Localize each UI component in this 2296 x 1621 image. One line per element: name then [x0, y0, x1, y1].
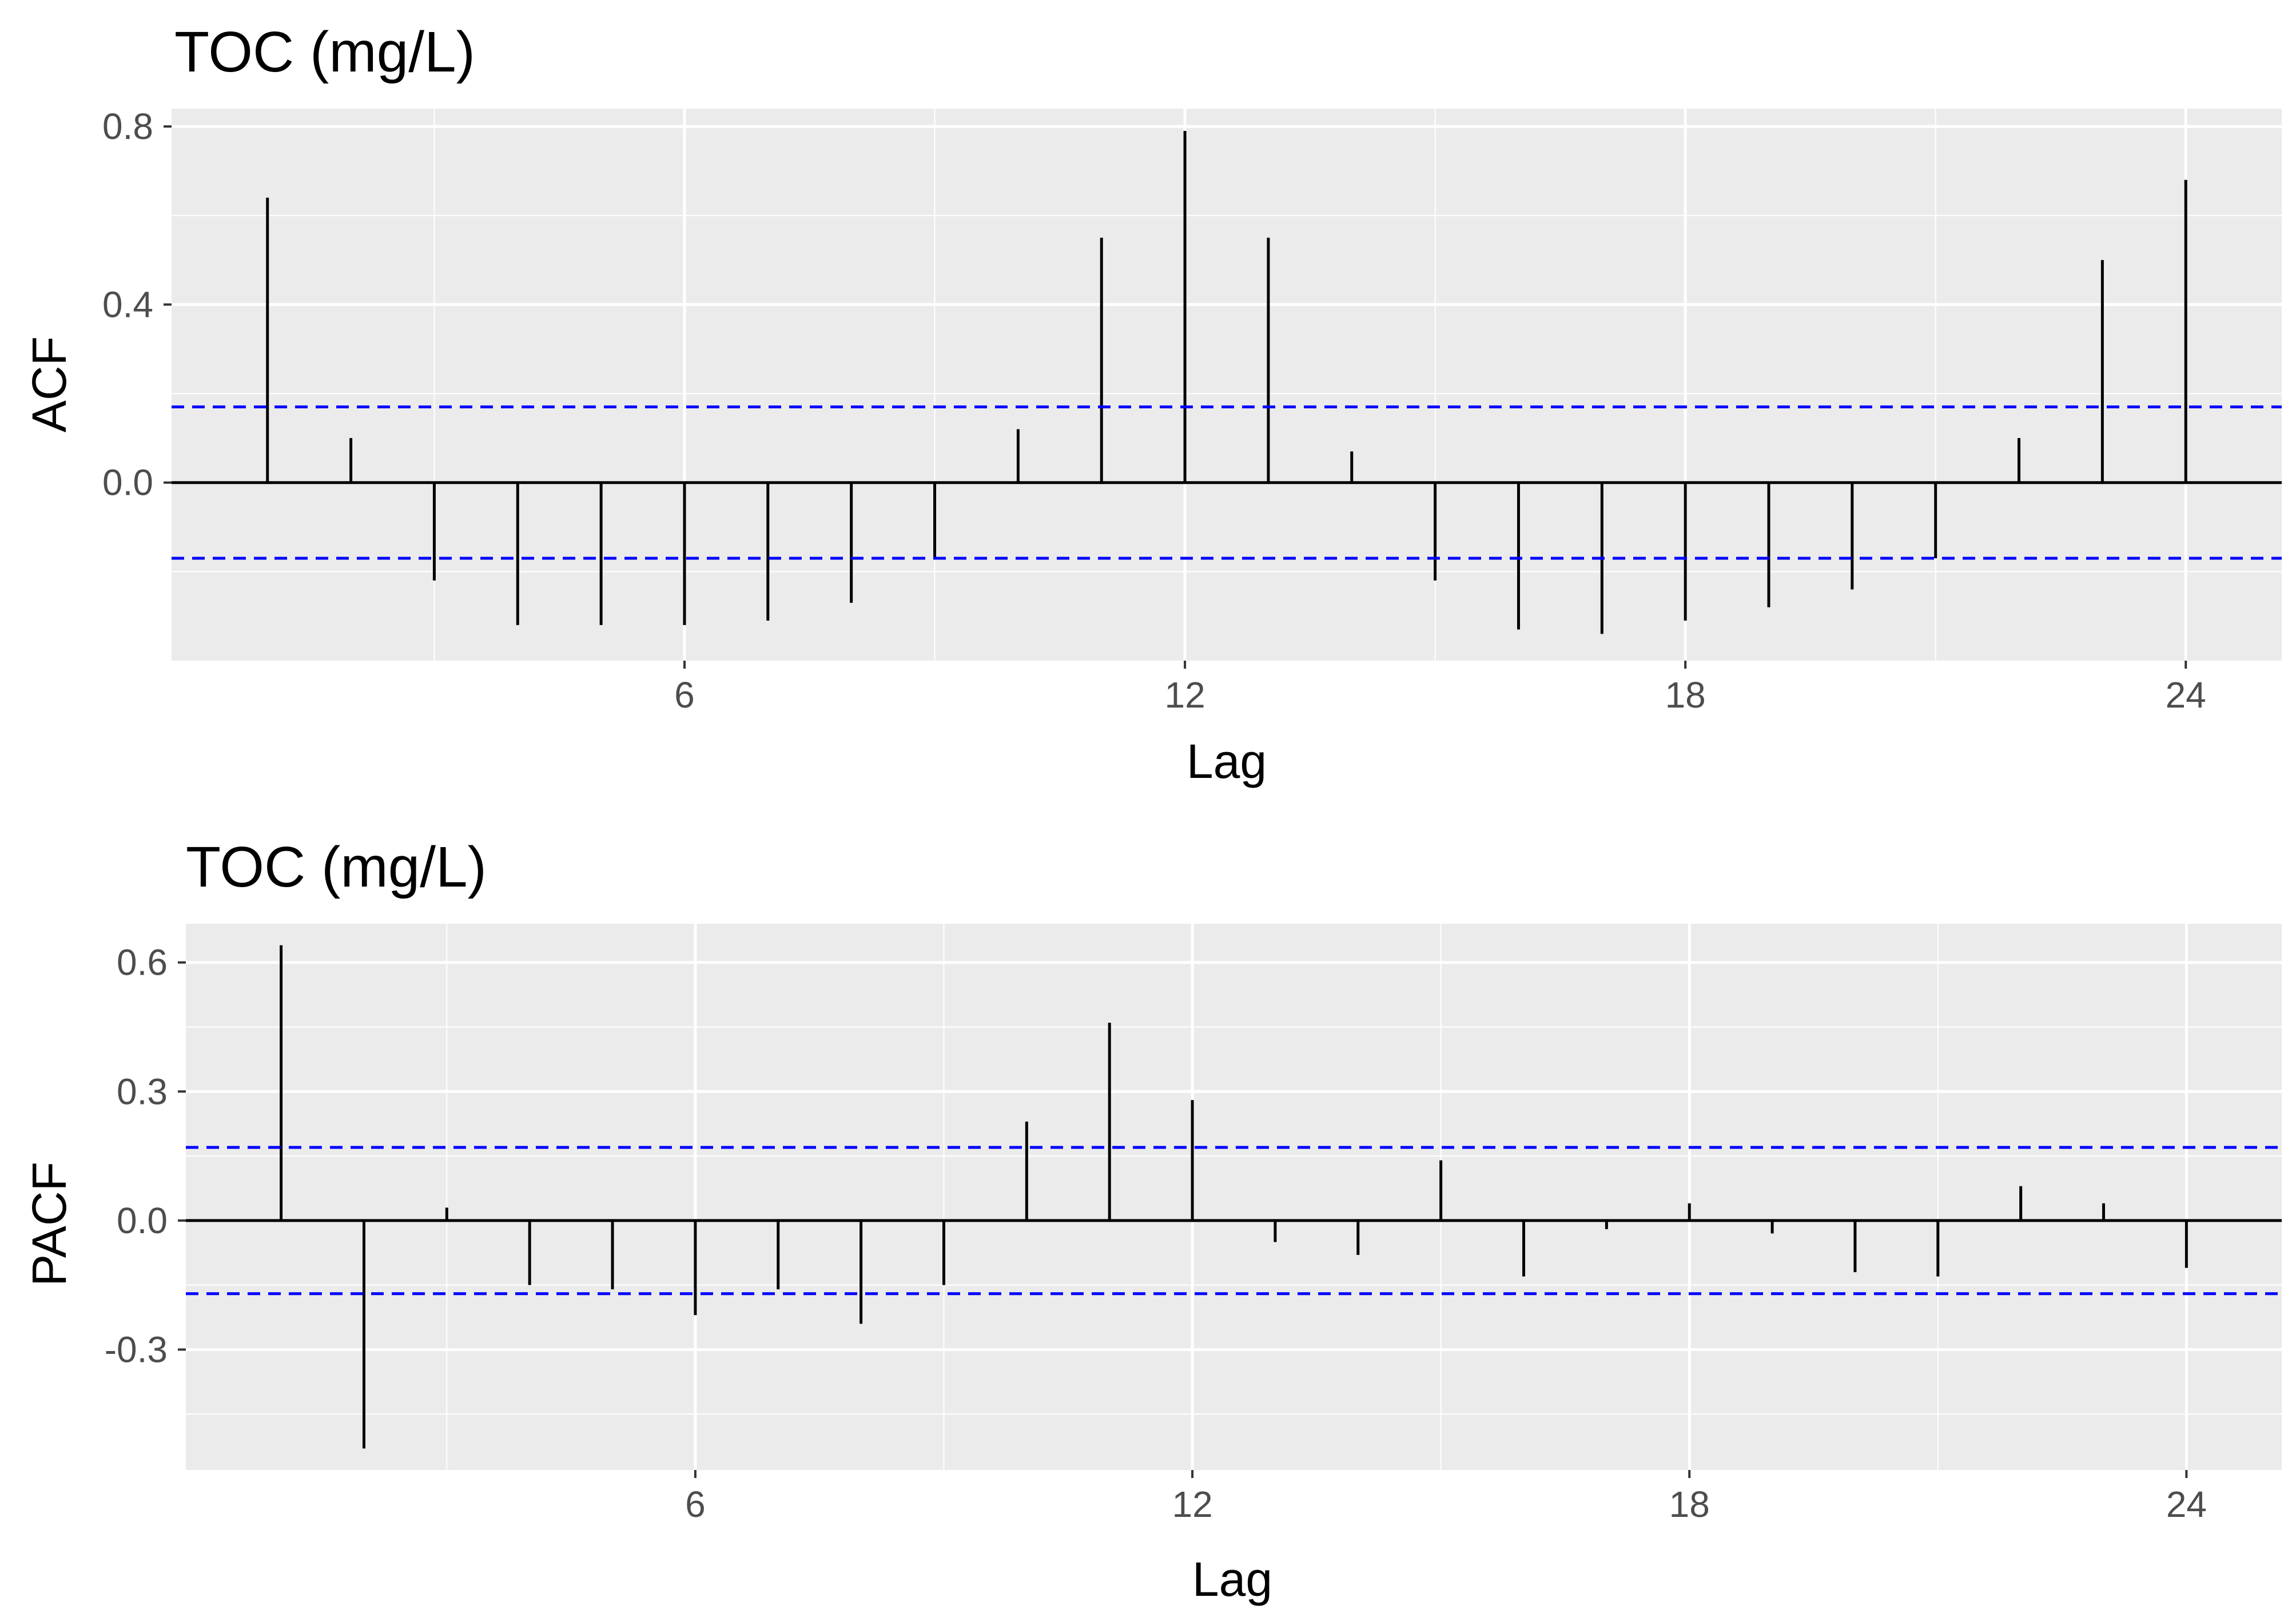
pacf-y-tick-label: -0.3 — [105, 1329, 168, 1370]
acf-y-axis-title: ACF — [22, 336, 76, 432]
pacf-x-tick-label: 6 — [685, 1484, 706, 1525]
pacf-y-tick-label: 0.0 — [117, 1200, 168, 1241]
pacf-bars — [186, 945, 2282, 1449]
acf-bars — [172, 130, 2282, 634]
acf-chart: TOC (mg/L) 6 12 18 24 0.0 0.4 0.8 Lag ACF — [22, 20, 2282, 788]
acf-tick-labels: 6 12 18 24 0.0 0.4 0.8 — [102, 106, 2206, 716]
pacf-y-axis-title: PACF — [22, 1162, 76, 1286]
pacf-panel-background — [186, 924, 2282, 1470]
pacf-x-tick-label: 24 — [2166, 1484, 2207, 1525]
acf-x-axis-title: Lag — [1187, 734, 1267, 788]
acf-y-tick-label: 0.4 — [102, 284, 153, 325]
acf-y-tick-label: 0.8 — [102, 106, 153, 147]
acf-x-tick-label: 12 — [1164, 674, 1205, 716]
acf-y-tick-label: 0.0 — [102, 462, 153, 503]
pacf-chart-title: TOC (mg/L) — [186, 835, 487, 899]
pacf-chart: TOC (mg/L) 6 12 18 24 -0.3 0.0 0.3 0.6 Lag PACF — [22, 835, 2282, 1606]
acf-chart-title: TOC (mg/L) — [174, 20, 475, 84]
pacf-tick-labels: 6 12 18 24 -0.3 0.0 0.3 0.6 — [105, 942, 2207, 1525]
acf-x-tick-label: 18 — [1665, 674, 1706, 716]
pacf-x-tick-label: 18 — [1669, 1484, 1710, 1525]
pacf-y-tick-label: 0.6 — [117, 942, 168, 983]
acf-confidence-lines — [172, 405, 2282, 560]
acf-panel-background — [172, 109, 2282, 661]
acf-x-tick-label: 6 — [674, 674, 695, 716]
acf-x-tick-label: 24 — [2166, 674, 2206, 716]
pacf-y-tick-label: 0.3 — [117, 1071, 168, 1112]
pacf-x-tick-label: 12 — [1172, 1484, 1212, 1525]
pacf-x-axis-title: Lag — [1192, 1552, 1272, 1606]
